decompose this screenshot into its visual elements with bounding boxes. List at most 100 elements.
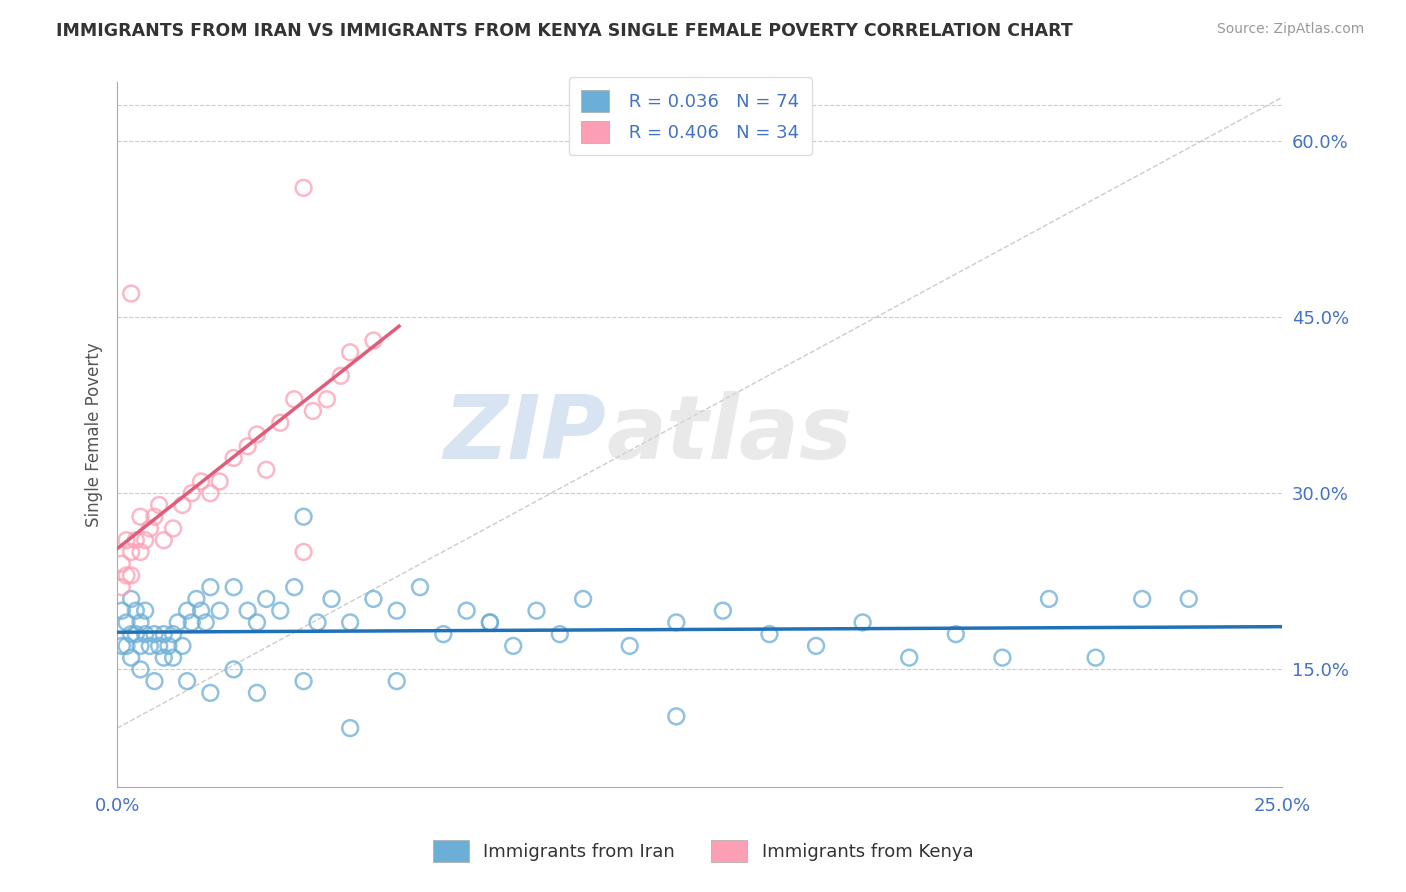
Point [548,627,571,641]
Point [1084,650,1107,665]
Point [115,568,138,582]
Point [432,627,454,641]
Point [1178,591,1201,606]
Point [292,545,315,559]
Point [111,557,134,571]
Point [162,650,184,665]
Point [307,615,329,630]
Point [176,604,198,618]
Point [129,509,152,524]
Point [339,345,361,359]
Point [120,545,142,559]
Text: ZIP: ZIP [444,391,606,478]
Point [162,627,184,641]
Point [143,674,166,689]
Point [254,463,277,477]
Point [991,650,1014,665]
Point [190,604,212,618]
Point [339,615,361,630]
Point [246,615,269,630]
Point [1038,591,1060,606]
Point [186,591,208,606]
Point [246,427,269,442]
Point [143,509,166,524]
Point [269,416,291,430]
Point [804,639,827,653]
Point [339,721,361,735]
Point [246,686,269,700]
Point [385,674,408,689]
Point [321,591,343,606]
Point [315,392,337,407]
Point [129,545,152,559]
Point [363,591,385,606]
Point [139,639,162,653]
Point [129,615,152,630]
Point [208,475,231,489]
Point [125,533,148,548]
Point [148,498,170,512]
Point [172,639,194,653]
Point [148,639,170,653]
Legend: Immigrants from Iran, Immigrants from Kenya: Immigrants from Iran, Immigrants from Ke… [426,833,980,870]
Point [283,580,305,594]
Point [1130,591,1153,606]
Point [115,533,138,548]
Point [254,591,277,606]
Point [120,591,142,606]
Point [129,662,152,676]
Text: atlas: atlas [606,391,852,478]
Point [665,709,688,723]
Point [125,604,148,618]
Point [302,404,325,418]
Point [292,674,315,689]
Point [200,580,222,594]
Point [111,580,134,594]
Text: IMMIGRANTS FROM IRAN VS IMMIGRANTS FROM KENYA SINGLE FEMALE POVERTY CORRELATION : IMMIGRANTS FROM IRAN VS IMMIGRANTS FROM … [56,22,1073,40]
Point [236,439,259,453]
Point [269,604,291,618]
Point [152,533,174,548]
Y-axis label: Single Female Poverty: Single Female Poverty [86,343,103,527]
Point [200,686,222,700]
Point [180,486,202,500]
Point [180,615,202,630]
Point [120,650,142,665]
Point [152,650,174,665]
Point [292,181,315,195]
Point [129,639,152,653]
Point [385,604,408,618]
Point [409,580,432,594]
Point [139,521,162,535]
Point [363,334,385,348]
Point [166,615,188,630]
Point [162,521,184,535]
Point [478,615,501,630]
Point [111,639,134,653]
Point [945,627,967,641]
Point [526,604,548,618]
Point [292,509,315,524]
Point [120,568,142,582]
Point [134,533,156,548]
Point [502,639,524,653]
Point [111,604,134,618]
Point [711,604,734,618]
Point [478,615,501,630]
Point [172,498,194,512]
Point [208,604,231,618]
Point [852,615,875,630]
Point [134,627,156,641]
Point [283,392,305,407]
Legend:  R = 0.036   N = 74,  R = 0.406   N = 34: R = 0.036 N = 74, R = 0.406 N = 34 [569,77,811,155]
Point [115,639,138,653]
Point [329,368,352,383]
Point [456,604,478,618]
Point [134,604,156,618]
Point [176,674,198,689]
Point [898,650,921,665]
Point [758,627,780,641]
Point [190,475,212,489]
Text: Source: ZipAtlas.com: Source: ZipAtlas.com [1216,22,1364,37]
Point [120,286,142,301]
